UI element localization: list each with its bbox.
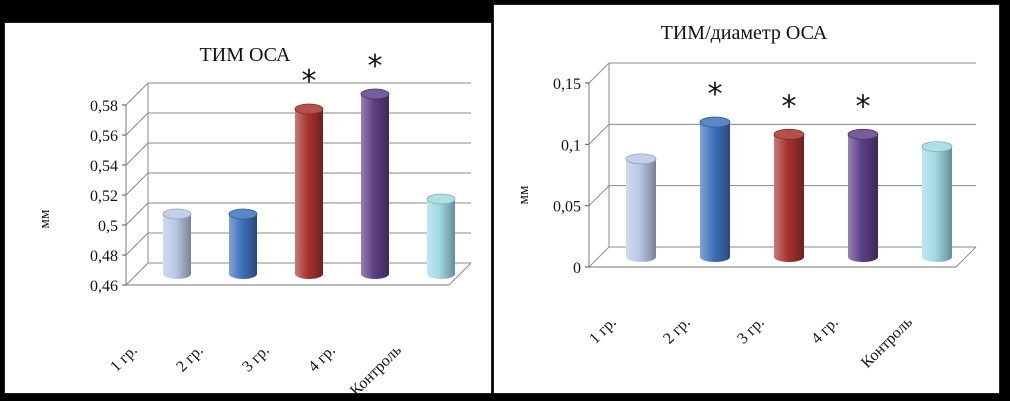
x-category-label: Контроль [347,342,405,400]
gridline-depth [125,262,149,286]
y-tick-label: 0,52 [90,188,118,205]
bar-1 [162,208,192,279]
floor-right-edge [448,262,472,286]
significance-marker: * [856,89,871,124]
significance-marker: * [302,64,317,99]
y-tick-label: 0,46 [90,278,118,295]
bar-body [700,122,730,262]
bar-body [848,134,878,262]
gridline-depth [125,172,149,196]
top-black-strip [0,0,492,22]
gridline-depth [588,246,610,268]
gridline-depth [125,142,149,166]
significance-marker: * [708,77,723,112]
bar-top [847,128,879,140]
y-tick-label: 0,1 [561,137,581,154]
bar-body [229,214,257,279]
bar-body [774,134,804,262]
gridline-depth [125,112,149,136]
gridline-depth [588,62,610,84]
bar-body [427,199,455,279]
x-category-label: 4 гр. [808,314,842,348]
x-category-label: 2 гр. [660,314,694,348]
gridline-depth [125,202,149,226]
chart-tim-diameter-osa: ТИМ/диаметр ОСА мм 0 0,05 0,1 0,15 * * * 1 гр… [516,22,977,372]
bar-3 [773,128,805,262]
chart-panel-tim-diameter-osa: ТИМ/диаметр ОСА мм 0 0,05 0,1 0,15 * * * 1 гр… [493,4,1000,394]
x-category-label: 2 гр. [173,342,207,376]
bar-4 [360,88,390,279]
y-axis-label: мм [37,209,53,228]
bar-body [361,94,389,279]
y-tick-label: 0,48 [90,248,118,265]
chart-title: ТИМ ОСА [200,44,291,66]
gridline-depth [125,232,149,256]
gridline-depth [588,123,610,145]
bar-body [922,146,952,262]
bar-top [699,116,731,128]
chart-panel-tim-osa: ТИМ ОСА мм 0,46 0,48 0,5 0,52 0,54 0,56 0,58 *… [4,22,492,400]
chart-tim-osa: ТИМ ОСА мм 0,46 0,48 0,5 0,52 0,54 0,56 0,58 *… [37,44,472,400]
y-tick-label: 0,56 [90,128,118,145]
floor-right-edge [955,246,977,268]
bar-4 [847,128,879,262]
x-category-label: 1 гр. [107,342,141,376]
bar-top [921,141,953,153]
y-tick-label: 0 [573,260,581,277]
x-category-label: 4 гр. [305,342,339,376]
y-tick-label: 0,5 [98,218,118,235]
x-category-label: 3 гр. [239,342,273,376]
bar-top [228,208,258,220]
bar-3 [294,103,324,279]
bar-top [426,193,456,205]
bar-body [163,214,191,279]
y-tick-label: 0,58 [90,98,118,115]
significance-marker: * [782,89,797,124]
bar-top [162,208,192,220]
bar-top [360,88,390,100]
bar-1 [625,153,657,262]
bar-2 [228,208,258,279]
gridline-depth [588,185,610,207]
bar-body [295,109,323,279]
gridline-depth [125,82,149,106]
y-axis-label: мм [516,185,532,204]
bar-5 [426,193,456,279]
bar-body [626,158,656,262]
x-category-label: Контроль [858,314,916,372]
y-tick-label: 0,54 [90,158,118,175]
bar-top [294,103,324,115]
chart-title: ТИМ/диаметр ОСА [661,22,828,44]
bar-5 [921,141,953,262]
bar-top [625,153,657,165]
bar-top [773,128,805,140]
x-category-label: 3 гр. [734,314,768,348]
y-tick-label: 0,05 [553,199,581,216]
bar-2 [699,116,731,262]
significance-marker: * [368,49,383,84]
x-category-label: 1 гр. [586,314,620,348]
y-tick-label: 0,15 [553,76,581,93]
